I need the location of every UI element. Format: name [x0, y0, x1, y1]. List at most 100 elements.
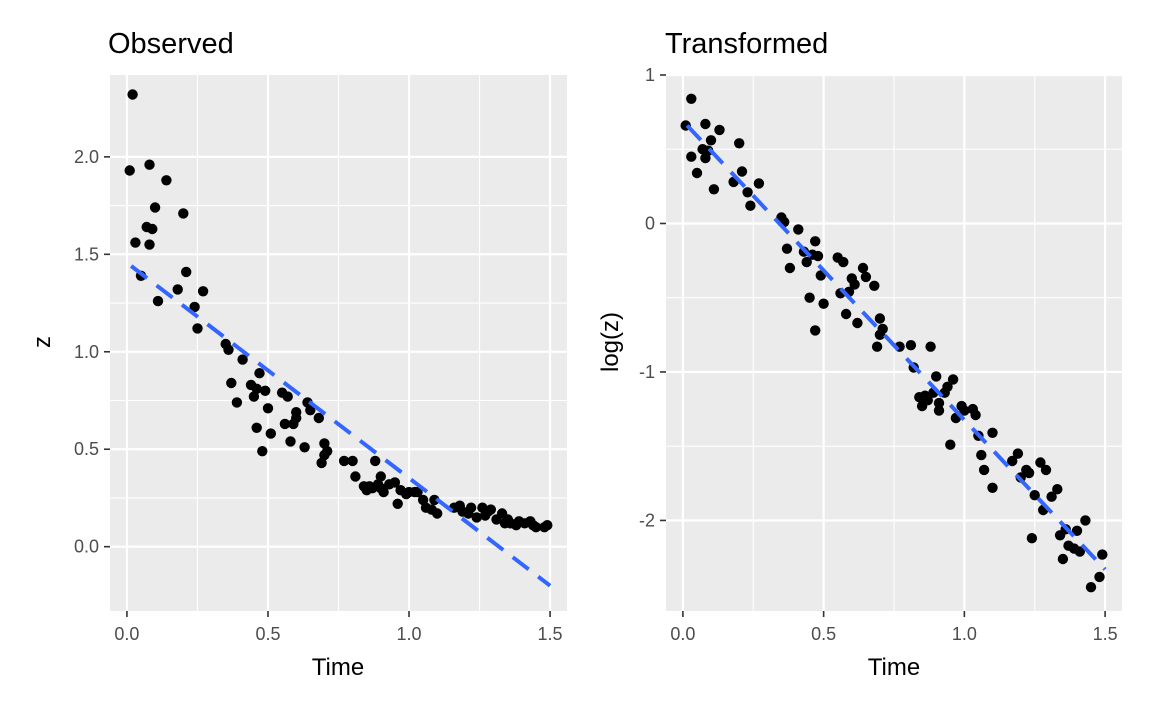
transformed-data-point	[781, 243, 793, 254]
observed-data-point	[248, 391, 260, 402]
observed-data-point	[322, 446, 333, 457]
transformed-data-point	[978, 464, 990, 476]
transformed-data-point	[1094, 571, 1105, 583]
observed-data-point	[144, 159, 155, 170]
transformed-data-point	[931, 371, 942, 382]
transformed-y-tick-label: 1	[645, 65, 655, 85]
transformed-x-tick-label: 1.0	[952, 624, 977, 644]
observed-data-point	[305, 405, 316, 416]
observed-data-point	[254, 368, 265, 379]
observed-data-point	[392, 498, 403, 509]
observed-data-point	[192, 323, 203, 334]
transformed-data-point	[877, 323, 888, 335]
transformed-data-point	[714, 124, 725, 136]
observed-data-point	[262, 403, 274, 414]
transformed-data-point	[793, 224, 804, 235]
transformed-data-point	[838, 256, 849, 268]
transformed-data-point	[852, 317, 863, 329]
observed-y-tick-label: 2.0	[74, 147, 99, 167]
observed-data-point	[149, 202, 161, 213]
transformed-data-point	[691, 167, 703, 179]
transformed-data-point	[705, 135, 717, 146]
transformed-data-point	[849, 279, 860, 290]
transformed-data-point	[945, 439, 956, 450]
transformed-data-point	[700, 118, 711, 130]
transformed-data-point	[857, 262, 869, 274]
observed-x-tick-label: 1.5	[538, 624, 563, 644]
transformed-chart-title: Transformed	[665, 28, 828, 60]
transformed-data-point	[810, 236, 821, 247]
observed-data-point	[260, 385, 271, 396]
transformed-data-point	[925, 341, 936, 352]
transformed-data-point	[1029, 490, 1040, 501]
transformed-y-axis-title: log(z)	[597, 312, 624, 372]
transformed-y-tick-label: -2	[639, 510, 655, 530]
transformed-data-point	[1023, 467, 1035, 479]
transformed-y-tick-label: -1	[639, 362, 655, 382]
observed-plot-area: 0.0 0.5 1.0 1.5 0.0 0.5 1.0 1.5 2.0	[74, 75, 567, 644]
transformed-data-point	[1080, 515, 1091, 526]
transformed-data-point	[810, 325, 821, 336]
transformed-data-point	[686, 93, 697, 105]
observed-data-point	[291, 412, 302, 424]
observed-data-point	[347, 455, 358, 467]
transformed-data-point	[860, 271, 872, 283]
observed-data-point	[465, 502, 477, 513]
observed-data-point	[152, 295, 164, 307]
observed-data-point	[417, 494, 429, 506]
transformed-data-point	[708, 184, 720, 195]
transformed-data-point	[1052, 484, 1063, 495]
transformed-data-point	[970, 409, 981, 421]
observed-data-point	[316, 457, 327, 469]
transformed-data-point	[784, 262, 796, 274]
observed-chart-title: Observed	[108, 28, 234, 60]
transformed-plot-area: 0.0 0.5 1.0 1.5 1 0 -1 -2	[639, 65, 1122, 644]
observed-data-point	[282, 391, 293, 402]
transformed-data-point	[804, 292, 815, 303]
transformed-data-point	[840, 308, 852, 320]
transformed-y-tick-label: 0	[645, 213, 655, 233]
transformed-data-point	[753, 178, 765, 189]
observed-data-point	[223, 344, 234, 355]
transformed-data-point	[905, 340, 917, 351]
observed-data-point	[127, 89, 138, 100]
transformed-data-point	[1074, 546, 1086, 557]
transformed-data-point	[874, 313, 886, 324]
observed-x-tick-label: 1.0	[397, 624, 422, 644]
observed-data-point	[161, 175, 172, 186]
transformed-data-point	[745, 200, 756, 211]
transformed-data-point	[1085, 582, 1097, 593]
transformed-data-point	[947, 374, 959, 385]
transformed-data-point	[734, 138, 745, 149]
observed-x-tick-label: 0.0	[114, 624, 139, 644]
transformed-data-point	[1071, 525, 1083, 536]
observed-fit-line	[129, 264, 552, 588]
observed-data-point	[412, 486, 423, 498]
transformed-data-point	[812, 250, 824, 262]
observed-y-tick-label: 0.5	[74, 439, 99, 459]
transformed-data-point	[1035, 457, 1046, 468]
transformed-x-tick-label: 0.5	[811, 624, 836, 644]
transformed-data-point	[736, 166, 748, 177]
transformed-x-axis-title: Time	[868, 654, 920, 681]
transformed-data-point	[959, 405, 970, 416]
observed-data-point	[285, 436, 296, 447]
observed-data-point	[279, 418, 291, 430]
observed-data-point	[231, 397, 243, 408]
observed-x-tick-label: 0.5	[255, 624, 280, 644]
observed-data-point	[147, 223, 158, 235]
transformed-data-point	[869, 280, 880, 291]
observed-data-point	[542, 520, 553, 531]
observed-x-axis-title: Time	[312, 654, 364, 681]
transformed-data-point	[686, 151, 697, 162]
observed-data-point	[251, 383, 262, 394]
transformed-chart: 0.0 0.5 1.0 1.5 1 0 -1 -2 Transformed Time log(z…	[597, 28, 1122, 681]
observed-data-point	[189, 301, 200, 313]
observed-data-point	[124, 165, 135, 176]
observed-data-point	[172, 284, 183, 295]
transformed-data-point	[922, 395, 933, 406]
observed-data-point	[313, 412, 324, 424]
transformed-data-point	[1046, 491, 1057, 502]
transformed-data-point	[987, 482, 998, 493]
observed-data-point	[429, 494, 440, 506]
